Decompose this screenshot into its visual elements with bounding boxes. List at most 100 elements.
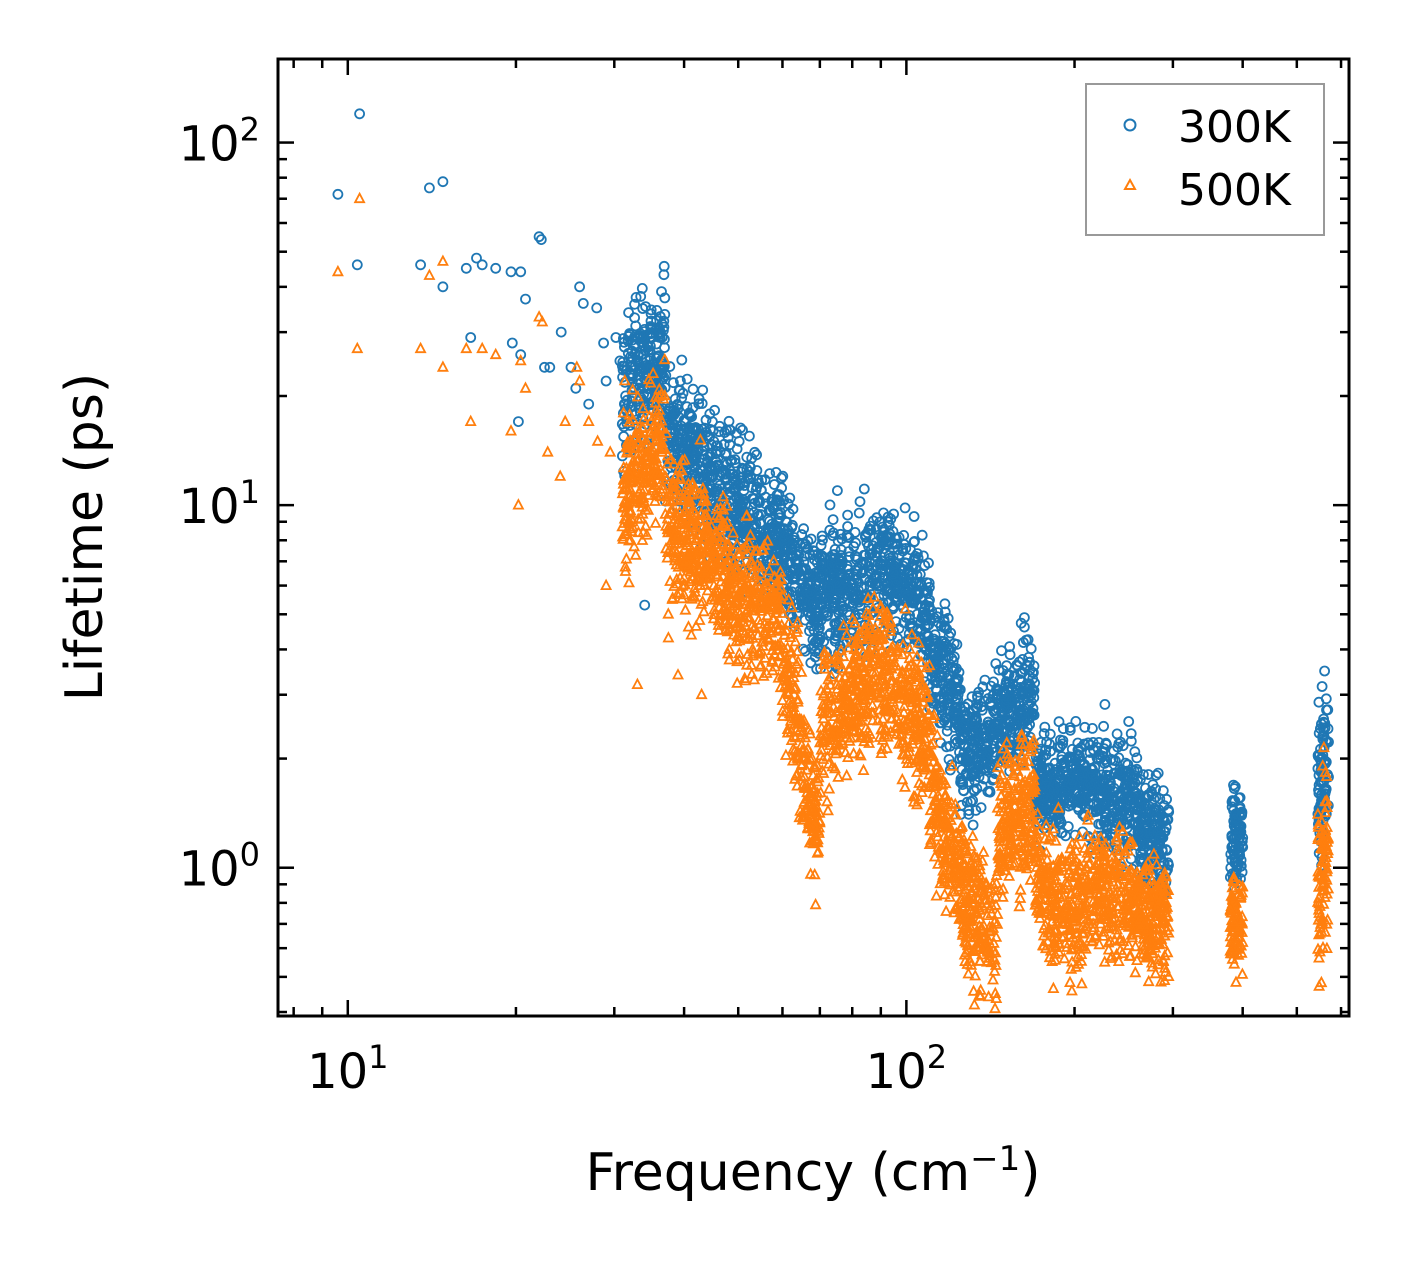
data-point-300K xyxy=(1018,711,1030,723)
data-point-300K xyxy=(734,479,746,491)
data-point-300K xyxy=(983,763,995,774)
data-point-300K xyxy=(723,480,734,492)
data-point-300K xyxy=(610,332,622,343)
data-point-300K xyxy=(1100,815,1111,827)
data-point-300K xyxy=(906,622,918,634)
data-point-300K xyxy=(623,331,634,342)
data-point-300K xyxy=(800,538,811,550)
data-point-300K xyxy=(1099,775,1110,787)
data-point-300K xyxy=(490,262,502,274)
data-point-300K xyxy=(1154,833,1165,844)
data-point-300K xyxy=(1133,802,1144,813)
data-point-300K xyxy=(577,297,589,309)
data-point-300K xyxy=(839,574,851,586)
data-point-300K xyxy=(1066,799,1077,811)
data-point-300K xyxy=(966,771,977,782)
data-point-300K xyxy=(760,498,771,510)
data-point-300K xyxy=(1097,777,1108,788)
data-point-300K xyxy=(465,332,477,343)
data-point-300K xyxy=(630,291,642,303)
data-point-300K xyxy=(963,808,975,820)
data-point-300K xyxy=(1131,752,1143,764)
data-point-300K xyxy=(1316,681,1328,692)
data-point-500K xyxy=(821,794,833,807)
data-point-300K xyxy=(1152,767,1164,779)
data-point-300K xyxy=(967,711,979,723)
data-point-300K xyxy=(1086,784,1097,796)
data-point-300K xyxy=(1056,751,1068,762)
data-point-300K xyxy=(1004,641,1015,652)
data-point-300K xyxy=(924,581,935,593)
data-point-300K xyxy=(635,392,647,404)
data-point-300K xyxy=(632,357,644,369)
data-point-300K xyxy=(851,591,863,602)
data-point-300K xyxy=(645,315,657,327)
data-point-300K xyxy=(1059,760,1070,772)
data-point-300K xyxy=(1117,740,1129,752)
data-point-300K xyxy=(1011,659,1023,671)
data-point-300K xyxy=(639,345,651,356)
data-point-300K xyxy=(710,440,722,452)
data-point-300K xyxy=(354,108,366,120)
data-point-300K xyxy=(805,620,817,632)
data-point-300K xyxy=(644,352,656,364)
data-point-300K xyxy=(842,606,853,618)
data-point-300K xyxy=(823,581,835,593)
data-point-300K xyxy=(973,771,985,783)
data-point-300K xyxy=(697,445,708,457)
data-point-300K xyxy=(827,530,839,542)
data-point-300K xyxy=(351,259,363,271)
data-point-300K xyxy=(1113,752,1125,764)
data-point-300K xyxy=(1319,665,1330,677)
data-point-300K xyxy=(598,337,609,349)
data-point-300K xyxy=(976,746,988,758)
data-point-300K xyxy=(639,599,651,611)
data-point-300K xyxy=(1125,728,1137,739)
data-point-300K xyxy=(897,595,909,606)
data-point-300K xyxy=(677,424,689,436)
data-point-300K xyxy=(1135,774,1146,785)
data-point-300K xyxy=(1004,721,1016,733)
data-point-300K xyxy=(1163,859,1174,871)
data-point-300K xyxy=(423,182,435,194)
data-point-300K xyxy=(1087,723,1098,734)
data-point-300K xyxy=(777,470,789,482)
data-point-300K xyxy=(709,404,720,416)
data-point-300K xyxy=(687,383,699,395)
data-point-300K xyxy=(634,328,646,339)
data-point-300K xyxy=(1125,735,1137,747)
data-point-500K xyxy=(748,672,761,685)
data-point-300K xyxy=(726,468,738,480)
data-point-300K xyxy=(842,521,853,532)
data-point-300K xyxy=(975,802,987,813)
data-point-300K xyxy=(755,509,767,520)
data-point-300K xyxy=(1123,774,1135,786)
data-point-300K xyxy=(656,318,668,330)
data-point-300K xyxy=(644,346,656,358)
data-point-300K xyxy=(1021,686,1033,697)
data-point-300K xyxy=(690,422,702,433)
data-point-300K xyxy=(1114,766,1126,778)
data-point-300K xyxy=(1059,757,1071,769)
data-point-300K xyxy=(979,674,991,686)
data-point-300K xyxy=(891,532,902,544)
data-point-300K xyxy=(1141,838,1153,850)
data-point-500K xyxy=(623,575,635,588)
data-point-300K xyxy=(687,402,699,414)
data-point-300K xyxy=(1085,763,1097,775)
data-point-300K xyxy=(876,556,888,567)
data-point-300K xyxy=(702,470,713,482)
data-point-300K xyxy=(1082,798,1094,809)
data-point-300K xyxy=(629,338,641,350)
data-point-300K xyxy=(1079,721,1091,733)
data-point-300K xyxy=(1019,716,1031,728)
data-point-300K xyxy=(1059,785,1071,797)
data-point-300K xyxy=(967,819,979,831)
data-point-300K xyxy=(822,609,833,621)
data-point-300K xyxy=(768,479,780,490)
data-point-300K xyxy=(893,623,905,634)
data-point-300K xyxy=(535,234,547,246)
data-point-300K xyxy=(697,384,709,396)
data-point-300K xyxy=(877,537,888,549)
